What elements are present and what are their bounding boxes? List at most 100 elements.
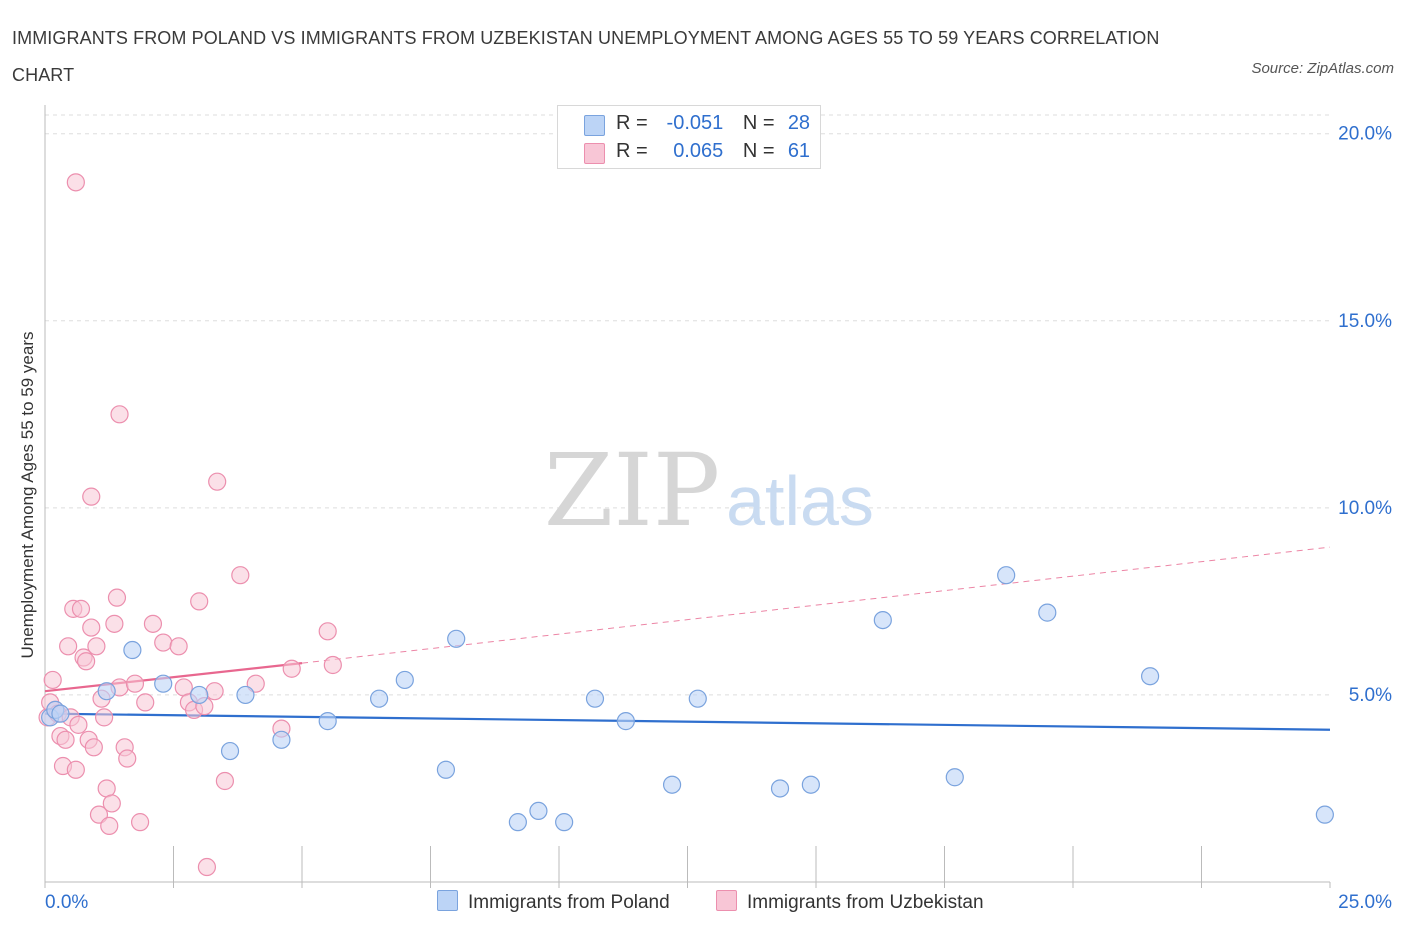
- uzbekistan-point: [105, 614, 124, 633]
- poland-point: [1140, 667, 1160, 686]
- y-tick-label: 15.0%: [1338, 311, 1392, 332]
- data-points: [38, 173, 1334, 877]
- gridlines: [45, 114, 1330, 696]
- uzbekistan-point: [215, 771, 234, 791]
- uzbekistan-point: [208, 472, 227, 491]
- y-tick-label: 20.0%: [1338, 124, 1392, 145]
- uzbekistan-legend-swatch: [716, 890, 737, 911]
- uzbekistan-trend-line: [44, 662, 303, 693]
- uzbekistan-point: [136, 693, 155, 712]
- poland-legend-label: Immigrants from Poland: [468, 892, 670, 913]
- uzbekistan-point: [84, 738, 103, 757]
- r-label: R =: [616, 112, 648, 134]
- uzbekistan-point: [77, 652, 96, 671]
- poland-point: [97, 682, 116, 701]
- uzbekistan-point: [197, 857, 217, 877]
- poland-point: [318, 712, 337, 731]
- poland-point: [436, 760, 456, 779]
- poland-point: [508, 813, 527, 832]
- uzbekistan-point: [190, 592, 209, 611]
- trend-lines: [44, 546, 1331, 731]
- y-tick-label: 10.0%: [1338, 498, 1392, 519]
- poland-point: [997, 566, 1016, 585]
- poland-point: [555, 813, 574, 832]
- poland-swatch: [584, 115, 605, 136]
- uzbekistan-point: [107, 588, 127, 607]
- bottom-legend-poland: Immigrants from Poland: [437, 890, 670, 914]
- poland-point: [945, 768, 964, 787]
- uzbekistan-point: [318, 622, 337, 641]
- uzbekistan-point: [56, 730, 75, 749]
- uzbekistan-point: [87, 637, 106, 656]
- poland-point: [447, 629, 466, 648]
- uzbekistan-point: [66, 760, 85, 779]
- chart-title: IMMIGRANTS FROM POLAND VS IMMIGRANTS FRO…: [12, 28, 1160, 85]
- uzbekistan-point: [282, 659, 301, 678]
- uzbekistan-point: [89, 805, 109, 824]
- n-label: N =: [742, 140, 775, 162]
- y-tick-label: 5.0%: [1349, 685, 1392, 706]
- poland-point: [123, 640, 142, 660]
- x-tick-label: 25.0%: [1338, 892, 1392, 913]
- poland-point: [801, 775, 820, 794]
- uzbekistan-point: [169, 637, 188, 656]
- uzbekistan-point: [100, 816, 119, 835]
- uzbekistan-point: [82, 487, 101, 506]
- poland-point: [662, 775, 682, 794]
- poland-point: [190, 685, 209, 705]
- uzbekistan-point: [154, 633, 173, 652]
- uzbekistan-point: [102, 794, 121, 813]
- uzbekistan-point: [246, 674, 265, 693]
- uzbekistan-point: [143, 614, 163, 633]
- poland-point: [1315, 805, 1334, 824]
- source-label: Source: ZipAtlas.com: [1251, 60, 1394, 77]
- uzbekistan-legend-label: Immigrants from Uzbekistan: [747, 892, 984, 913]
- correlation-legend: R = -0.051 N = 28 R = 0.065 N = 61: [557, 105, 821, 169]
- uzbekistan-point: [43, 670, 62, 690]
- x-tick-label: 0.0%: [45, 892, 88, 913]
- watermark-zip: ZIP: [544, 432, 720, 549]
- axes: [44, 105, 1331, 888]
- poland-point: [51, 704, 70, 723]
- poland-point: [220, 741, 240, 761]
- poland-point: [154, 674, 173, 693]
- uzbekistan-point: [82, 618, 101, 637]
- uzbekistan-point: [205, 682, 224, 701]
- uzbekistan-trend-extension: [301, 546, 1331, 664]
- watermark-atlas: atlas: [726, 462, 874, 540]
- poland-point: [770, 779, 790, 798]
- n-label: N =: [742, 112, 775, 134]
- uzbekistan-point: [59, 637, 78, 656]
- poland-point: [688, 689, 707, 708]
- poland-point: [272, 730, 291, 749]
- poland-point: [236, 685, 255, 705]
- watermark: ZIP atlas: [544, 432, 874, 549]
- uzbekistan-n-value: 61: [787, 140, 811, 162]
- uzbekistan-point: [125, 674, 145, 693]
- uzbekistan-point: [323, 655, 342, 675]
- poland-point: [370, 689, 389, 708]
- uzbekistan-point: [95, 708, 114, 727]
- uzbekistan-point: [118, 749, 137, 768]
- r-label: R =: [616, 140, 648, 162]
- poland-n-value: 28: [787, 112, 811, 134]
- uzbekistan-point: [130, 813, 150, 832]
- y-axis-label: Unemployment Among Ages 55 to 59 years: [18, 331, 37, 659]
- poland-point: [1038, 603, 1057, 622]
- poland-point: [616, 712, 635, 731]
- poland-point: [395, 670, 414, 690]
- uzbekistan-point: [66, 173, 85, 192]
- uzbekistan-point: [231, 566, 250, 585]
- poland-trend-line: [44, 712, 1331, 731]
- uzbekistan-point: [71, 599, 91, 618]
- tick-labels: 5.0% 10.0% 15.0% 20.0% 0.0% 25.0%: [45, 124, 1392, 913]
- poland-point: [529, 801, 548, 821]
- poland-r-value: -0.051: [666, 112, 724, 134]
- uzbekistan-point: [110, 405, 129, 424]
- poland-point: [873, 610, 892, 630]
- poland-legend-swatch: [437, 890, 458, 911]
- uzbekistan-point: [69, 715, 88, 734]
- poland-point: [585, 689, 605, 708]
- uzbekistan-swatch: [584, 143, 605, 164]
